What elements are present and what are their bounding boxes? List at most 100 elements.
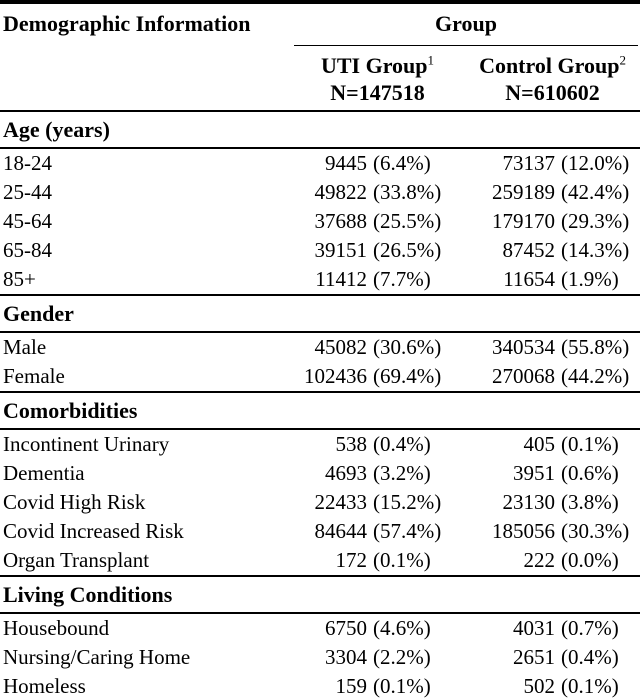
control-value-cell: 3951 (0.6%) — [465, 459, 640, 488]
section-header-row: Age (years) — [0, 110, 640, 149]
uti-value-cell: 159 (0.1%) — [290, 672, 465, 699]
table-row: Incontinent Urinary 538 (0.4%) 405 (0.1%) — [0, 429, 640, 459]
control-count-value: 87452 — [502, 238, 556, 262]
uti-value-cell: 172 (0.1%) — [290, 546, 465, 576]
table-row: Homeless 159 (0.1%) 502 (0.1%) — [0, 672, 640, 699]
row-label: Female — [3, 364, 65, 388]
control-count-value: 259189 — [492, 180, 555, 204]
uti-count-value: 84644 — [314, 519, 368, 543]
uti-count-value: 39151 — [314, 238, 368, 262]
uti-value-cell: 3304 (2.2%) — [290, 643, 465, 672]
table-row: 25-44 49822 (33.8%) 259189 (42.4%) — [0, 178, 640, 207]
uti-percent-value: (6.4%) — [373, 151, 431, 175]
uti-percent-value: (30.6%) — [373, 335, 442, 359]
table-row: 18-24 9445 (6.4%) 73137 (12.0%) — [0, 148, 640, 178]
control-percent-value: (0.4%) — [561, 645, 619, 669]
control-group-label: Control Group — [479, 53, 620, 78]
row-label: 85+ — [3, 267, 36, 291]
control-percent-value: (3.8%) — [561, 490, 619, 514]
table-row: Covid Increased Risk 84644 (57.4%) 185056… — [0, 517, 640, 546]
uti-percent-value: (7.7%) — [373, 267, 431, 291]
control-count-value: 23130 — [502, 490, 556, 514]
uti-percent-value: (69.4%) — [373, 364, 442, 388]
uti-value-cell: 538 (0.4%) — [290, 429, 465, 459]
control-value-cell: 222 (0.0%) — [465, 546, 640, 576]
control-value-cell: 259189 (42.4%) — [465, 178, 640, 207]
row-label: 65-84 — [3, 238, 52, 262]
control-value-cell: 405 (0.1%) — [465, 429, 640, 459]
row-label: Nursing/Caring Home — [3, 645, 191, 669]
control-count-value: 405 — [523, 432, 556, 456]
row-label: Dementia — [3, 461, 85, 485]
footnote-marker-1: 1 — [427, 52, 435, 68]
table-row: Female 102436 (69.4%) 270068 (44.2%) — [0, 362, 640, 392]
uti-percent-value: (25.5%) — [373, 209, 442, 233]
group-header-label: Group — [294, 11, 639, 46]
control-count-value: 502 — [523, 674, 556, 698]
empty-header-cell — [0, 47, 290, 112]
uti-group-n: N=147518 — [330, 80, 425, 105]
row-label: 45-64 — [3, 209, 52, 233]
uti-percent-value: (4.6%) — [373, 616, 431, 640]
footnote-marker-2: 2 — [619, 52, 626, 68]
control-count-value: 185056 — [492, 519, 555, 543]
uti-percent-value: (33.8%) — [373, 180, 442, 204]
control-value-cell: 502 (0.1%) — [465, 672, 640, 699]
uti-count-value: 22433 — [314, 490, 368, 514]
uti-value-cell: 9445 (6.4%) — [290, 148, 465, 178]
row-label: 18-24 — [3, 151, 52, 175]
uti-count-value: 45082 — [314, 335, 368, 359]
uti-percent-value: (15.2%) — [373, 490, 442, 514]
row-label: Organ Transplant — [3, 548, 150, 572]
control-percent-value: (0.6%) — [561, 461, 619, 485]
uti-count-value: 538 — [335, 432, 368, 456]
uti-value-cell: 45082 (30.6%) — [290, 332, 465, 362]
control-count-value: 73137 — [502, 151, 556, 175]
uti-group-name: UTI Group1 — [290, 52, 465, 79]
control-percent-value: (0.0%) — [561, 548, 619, 572]
uti-percent-value: (57.4%) — [373, 519, 442, 543]
control-percent-value: (1.9%) — [561, 267, 619, 291]
table-row: Male 45082 (30.6%) 340534 (55.8%) — [0, 332, 640, 362]
uti-group-label: UTI Group — [320, 53, 428, 78]
row-label: Homeless — [3, 674, 86, 698]
uti-value-cell: 37688 (25.5%) — [290, 207, 465, 236]
uti-percent-value: (0.1%) — [373, 674, 431, 698]
uti-count-value: 9445 — [325, 151, 367, 175]
control-percent-value: (55.8%) — [561, 335, 630, 359]
table-row: Dementia 4693 (3.2%) 3951 (0.6%) — [0, 459, 640, 488]
control-percent-value: (12.0%) — [561, 151, 630, 175]
uti-count-value: 172 — [335, 548, 368, 572]
control-value-cell: 2651 (0.4%) — [465, 643, 640, 672]
uti-value-cell: 84644 (57.4%) — [290, 517, 465, 546]
uti-count-value: 6750 — [325, 616, 367, 640]
control-percent-value: (44.2%) — [561, 364, 630, 388]
column-header-group: Group — [290, 2, 640, 47]
control-group-n: N=610602 — [505, 80, 600, 105]
row-label: Covid Increased Risk — [3, 519, 184, 543]
row-label: 25-44 — [3, 180, 52, 204]
uti-percent-value: (0.1%) — [373, 548, 431, 572]
column-header-demographic-information: Demographic Information — [3, 11, 251, 36]
table-row: Nursing/Caring Home 3304 (2.2%) 2651 (0.4%… — [0, 643, 640, 672]
section-header-row: Living Conditions — [0, 575, 640, 614]
table-row: Covid High Risk 22433 (15.2%) 23130 (3.8%) — [0, 488, 640, 517]
row-label: Incontinent Urinary — [3, 432, 170, 456]
section-title: Living Conditions — [0, 575, 640, 614]
uti-count-value: 11412 — [315, 267, 367, 291]
section-header-row: Comorbidities — [0, 391, 640, 430]
table-row: 45-64 37688 (25.5%) 179170 (29.3%) — [0, 207, 640, 236]
control-count-value: 340534 — [492, 335, 555, 359]
uti-count-value: 49822 — [314, 180, 368, 204]
uti-value-cell: 102436 (69.4%) — [290, 362, 465, 392]
uti-value-cell: 11412 (7.7%) — [290, 265, 465, 295]
control-count-value: 2651 — [513, 645, 555, 669]
uti-percent-value: (0.4%) — [373, 432, 431, 456]
table-row: 85+ 11412 (7.7%) 11654 (1.9%) — [0, 265, 640, 295]
uti-value-cell: 49822 (33.8%) — [290, 178, 465, 207]
table-row: Housebound 6750 (4.6%) 4031 (0.7%) — [0, 613, 640, 643]
control-value-cell: 4031 (0.7%) — [465, 613, 640, 643]
table-row: Organ Transplant 172 (0.1%) 222 (0.0%) — [0, 546, 640, 576]
control-count-value: 222 — [523, 548, 556, 572]
